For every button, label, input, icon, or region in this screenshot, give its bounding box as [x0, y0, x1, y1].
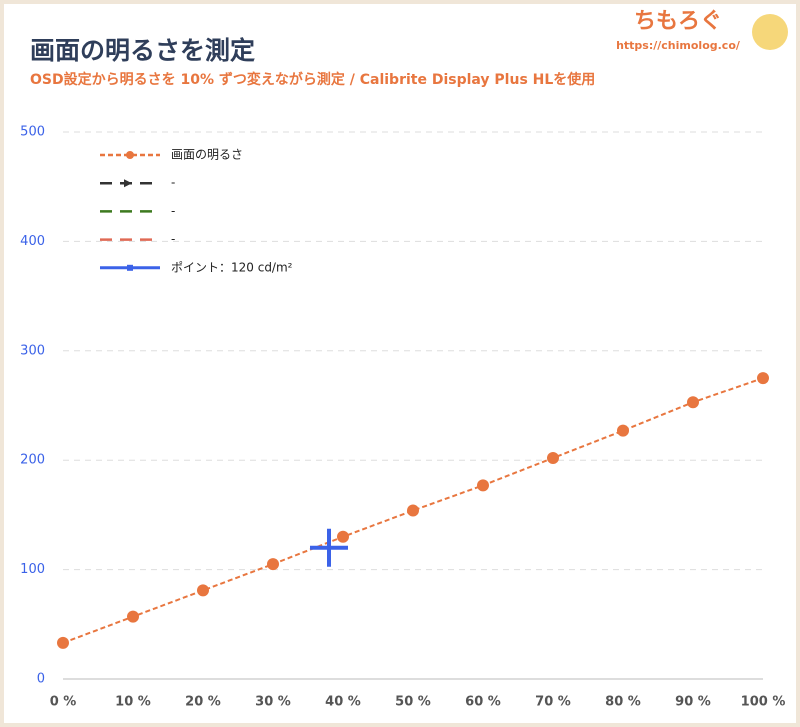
y-tick-label: 500 [20, 125, 45, 140]
x-tick-label: 100 % [741, 695, 786, 710]
brand-name: ちもろぐ [634, 9, 722, 34]
x-tick-label: 0 % [50, 695, 77, 710]
data-point [57, 636, 69, 649]
point-marker [310, 528, 348, 567]
brand-icon [752, 14, 788, 50]
legend-label: - [171, 204, 175, 218]
brand-url: https://chimolog.co/ [616, 39, 741, 52]
chart-title: 画面の明るさを測定 [30, 36, 255, 65]
data-point [337, 530, 349, 543]
x-tick-label: 60 % [465, 695, 501, 710]
y-tick-label: 200 [20, 453, 45, 468]
legend-label: - [171, 176, 175, 190]
data-point [477, 479, 489, 492]
x-tick-label: 40 % [325, 695, 361, 710]
legend-label: - [171, 232, 175, 246]
x-tick-label: 30 % [255, 695, 291, 710]
data-point [267, 558, 279, 571]
x-tick-label: 10 % [115, 695, 151, 710]
data-point [687, 396, 699, 409]
x-tick-label: 70 % [535, 695, 571, 710]
legend-label: ポイント：120 cd/m² [171, 260, 293, 274]
data-point [127, 610, 139, 623]
data-point [547, 452, 559, 465]
legend-marker [127, 264, 133, 271]
y-tick-label: 400 [20, 234, 45, 249]
x-tick-label: 80 % [605, 695, 641, 710]
legend-marker [126, 151, 134, 159]
x-tick-label: 20 % [185, 695, 221, 710]
data-point [197, 584, 209, 597]
x-tick-label: 90 % [675, 695, 711, 710]
y-tick-label: 300 [20, 343, 45, 358]
data-point [617, 424, 629, 437]
data-point [757, 372, 769, 385]
y-tick-label: 100 [20, 562, 45, 577]
legend-marker [124, 179, 132, 188]
series-line [62, 377, 764, 644]
legend-label: 画面の明るさ [171, 148, 243, 162]
chart-subtitle: OSD設定から明るさを 10% ずつ変えながら測定 / Calibrite Di… [30, 71, 595, 88]
data-point [407, 504, 419, 517]
y-tick-label: 0 [37, 672, 45, 687]
x-tick-label: 50 % [395, 695, 431, 710]
